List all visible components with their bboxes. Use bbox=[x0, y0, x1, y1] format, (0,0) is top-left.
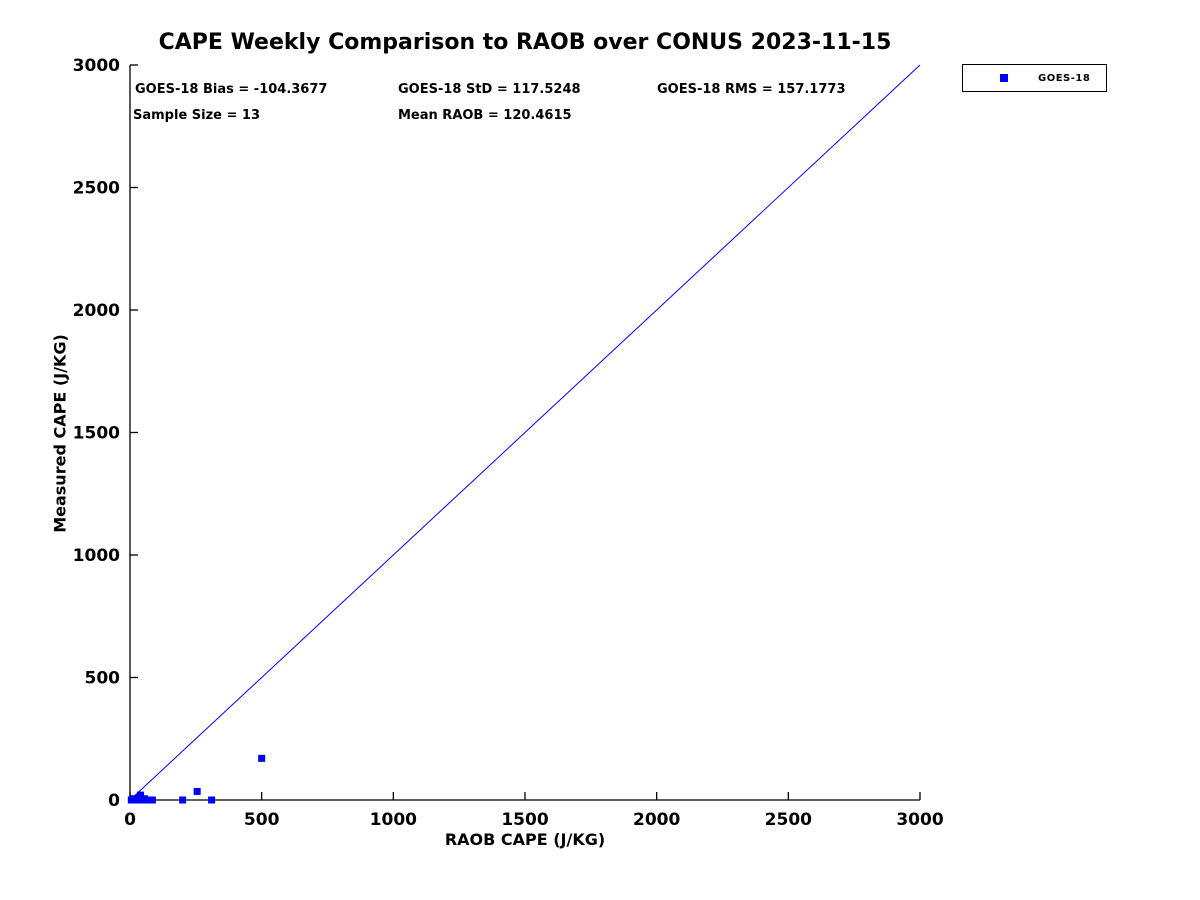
x-tick-label: 500 bbox=[244, 810, 280, 830]
x-tick-label: 2000 bbox=[633, 810, 680, 830]
identity-line bbox=[129, 64, 921, 801]
y-tick-label: 500 bbox=[85, 669, 121, 689]
scatter-point bbox=[208, 796, 216, 804]
scatter-point bbox=[258, 754, 266, 762]
x-tick-label: 1000 bbox=[370, 810, 417, 830]
x-axis: 0 500 1000 1500 2000 2500 3000 bbox=[124, 792, 944, 830]
x-axis-label: RAOB CAPE (J/KG) bbox=[444, 830, 606, 849]
annotation-std: GOES-18 StD = 117.5248 bbox=[398, 82, 581, 97]
legend-marker-square-icon bbox=[1000, 74, 1008, 82]
x-tick-label: 3000 bbox=[896, 810, 943, 830]
scatter-series-goes18 bbox=[127, 754, 266, 804]
annotation-sample-size: Sample Size = 13 bbox=[133, 108, 261, 123]
y-tick-label: 2500 bbox=[73, 179, 120, 199]
chart-title: CAPE Weekly Comparison to RAOB over CONU… bbox=[158, 30, 892, 55]
y-tick-label: 2000 bbox=[73, 301, 120, 321]
x-tick-label: 2500 bbox=[765, 810, 812, 830]
y-axis-label: Measured CAPE (J/KG) bbox=[50, 334, 70, 533]
annotation-mean-raob: Mean RAOB = 120.4615 bbox=[398, 108, 572, 123]
y-tick-label: 1500 bbox=[73, 424, 120, 444]
scatter-point bbox=[140, 795, 148, 803]
legend-box: GOES-18 bbox=[962, 64, 1107, 92]
scatter-point bbox=[144, 796, 152, 804]
scatter-point bbox=[137, 791, 145, 799]
x-tick-label: 0 bbox=[124, 810, 136, 830]
y-tick-label: 1000 bbox=[73, 546, 120, 566]
y-axis: 0 500 1000 1500 2000 2500 3000 bbox=[73, 56, 138, 811]
annotation-rms: GOES-18 RMS = 157.1773 bbox=[657, 82, 846, 97]
x-tick-label: 1500 bbox=[501, 810, 548, 830]
annotation-bias: GOES-18 Bias = -104.3677 bbox=[135, 82, 328, 97]
legend-label: GOES-18 bbox=[1038, 72, 1091, 84]
y-tick-label: 3000 bbox=[73, 56, 120, 76]
scatter-point bbox=[148, 796, 156, 804]
scatter-point bbox=[193, 787, 201, 795]
y-tick-label: 0 bbox=[108, 791, 120, 811]
scatter-point bbox=[179, 796, 187, 804]
